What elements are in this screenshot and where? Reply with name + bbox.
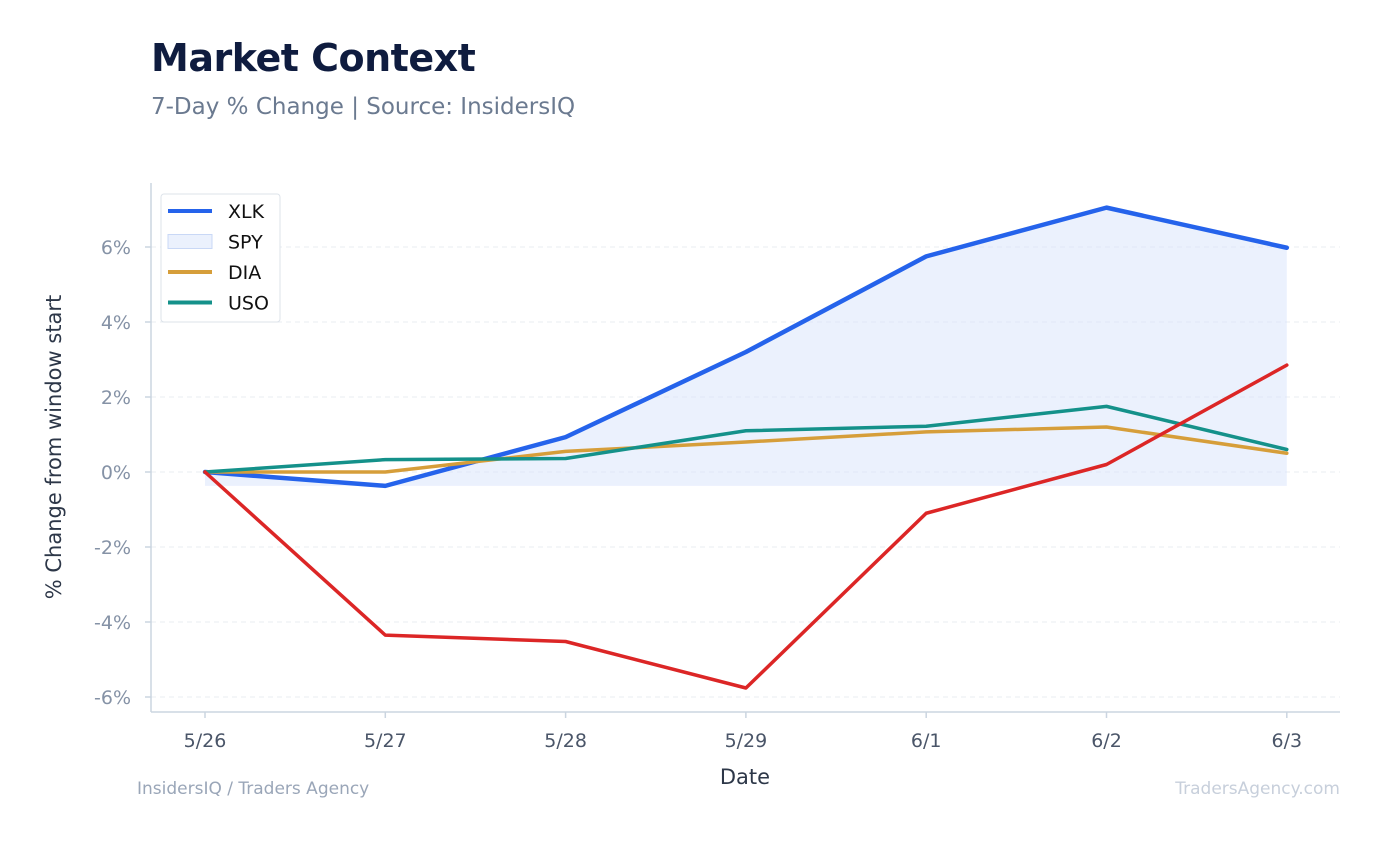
series-line-uso <box>203 404 1289 474</box>
y-tick-label: -2% <box>94 537 131 559</box>
series-line-unlabeled <box>203 363 1289 690</box>
x-tick-label: 5/27 <box>364 730 407 752</box>
y-axis-label: % Change from window start <box>42 295 66 600</box>
x-tick-labels: 5/26 5/27 5/28 5/29 6/1 6/2 6/3 <box>184 712 1302 752</box>
y-tick-labels: -6% -4% -2% 0% 2% 4% 6% <box>94 237 151 709</box>
x-tick-label: 5/26 <box>184 730 227 752</box>
x-tick-label: 6/3 <box>1272 730 1303 752</box>
spy-area-band <box>205 207 1287 486</box>
y-tick-label: -6% <box>94 687 131 709</box>
series-line-dia <box>203 425 1289 474</box>
x-axis-label: Date <box>720 765 770 789</box>
legend-swatch-spy <box>167 234 213 249</box>
legend: XLK SPY DIA USO <box>160 193 281 323</box>
y-tick-label: 2% <box>101 387 131 409</box>
series-area-spy <box>205 207 1287 486</box>
y-tick-label: 0% <box>101 462 131 484</box>
footer-attribution: InsidersIQ / Traders Agency <box>137 779 370 799</box>
x-tick-label: 5/29 <box>725 730 768 752</box>
legend-label-dia: DIA <box>228 262 261 284</box>
series-line-xlk <box>202 205 1290 489</box>
x-tick-label: 6/2 <box>1091 730 1122 752</box>
legend-label-uso: USO <box>228 293 269 315</box>
chart-subtitle: 7-Day % Change | Source: InsidersIQ <box>151 94 576 120</box>
chart-title: Market Context <box>151 36 476 80</box>
footer-website: TradersAgency.com <box>1175 779 1340 799</box>
legend-box <box>160 193 281 323</box>
x-tick-label: 6/1 <box>911 730 942 752</box>
series-lines <box>202 205 1290 690</box>
x-tick-label: 5/28 <box>544 730 587 752</box>
legend-label-xlk: XLK <box>228 201 265 223</box>
legend-label-spy: SPY <box>228 232 263 254</box>
y-tick-label: -4% <box>94 612 131 634</box>
y-tick-label: 4% <box>101 312 131 334</box>
y-tick-label: 6% <box>101 237 131 259</box>
